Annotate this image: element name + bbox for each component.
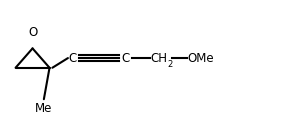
Text: O: O: [28, 26, 37, 39]
Text: OMe: OMe: [188, 52, 214, 65]
Text: CH: CH: [151, 52, 168, 65]
Text: Me: Me: [35, 102, 53, 115]
Text: C: C: [68, 52, 76, 65]
Text: 2: 2: [167, 60, 173, 69]
Text: C: C: [122, 52, 130, 65]
